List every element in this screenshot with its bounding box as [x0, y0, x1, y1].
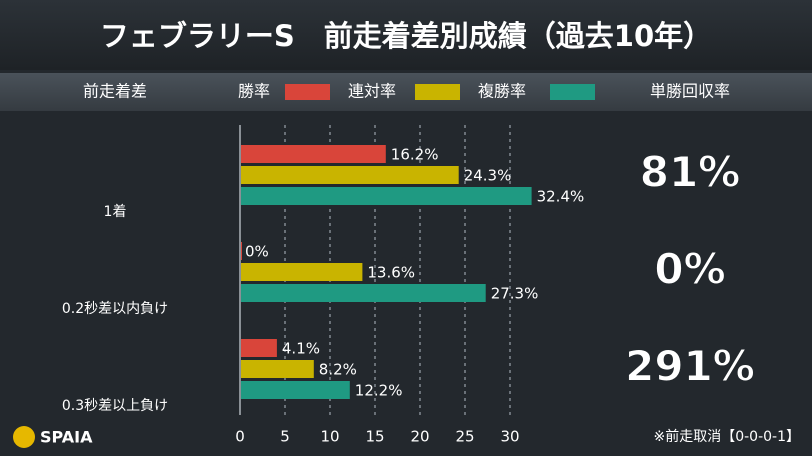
return-rate: 81% [640, 148, 741, 197]
value-label: 8.2% [319, 361, 357, 379]
value-label: 16.2% [391, 146, 439, 164]
legend-label: 連対率 [348, 82, 396, 101]
legend-swatch [415, 84, 460, 100]
bar [240, 187, 532, 205]
legend-swatch [285, 84, 330, 100]
category-header: 前走着差 [83, 82, 147, 101]
bar [240, 339, 277, 357]
bar [240, 381, 350, 399]
value-label: 24.3% [464, 167, 512, 185]
x-tick-label: 5 [280, 428, 290, 446]
x-tick-label: 15 [365, 428, 384, 446]
value-label: 12.2% [355, 382, 403, 400]
legend-label: 複勝率 [478, 82, 526, 101]
value-label: 13.6% [367, 264, 415, 282]
chart-title: フェブラリーS 前走着差別成績（過去10年） [100, 19, 712, 53]
x-tick-label: 25 [455, 428, 474, 446]
bar [240, 166, 459, 184]
title-band [0, 0, 812, 70]
value-label: 4.1% [282, 340, 320, 358]
x-tick-label: 20 [410, 428, 429, 446]
return-rate: 291% [625, 342, 755, 391]
return-header: 単勝回収率 [650, 82, 730, 101]
category-label: 0.2秒差以内負け [62, 301, 168, 317]
return-rate: 0% [654, 245, 725, 294]
category-label: 1着 [104, 204, 127, 220]
header-band [0, 73, 812, 111]
bar [240, 360, 314, 378]
footnote: ※前走取消【0-0-0-1】 [653, 428, 800, 445]
logo: SPAIA [40, 428, 93, 447]
x-tick-label: 10 [320, 428, 339, 446]
value-label: 0% [245, 243, 269, 261]
x-tick-label: 30 [500, 428, 519, 446]
bar [240, 263, 363, 281]
legend-label: 勝率 [238, 82, 270, 101]
bar [240, 284, 486, 302]
value-label: 27.3% [491, 285, 539, 303]
x-tick-label: 0 [235, 428, 245, 446]
legend-swatch [550, 84, 595, 100]
bar [240, 145, 386, 163]
value-label: 32.4% [537, 188, 585, 206]
category-label: 0.3秒差以上負け [62, 398, 168, 414]
logo-icon [13, 426, 35, 448]
